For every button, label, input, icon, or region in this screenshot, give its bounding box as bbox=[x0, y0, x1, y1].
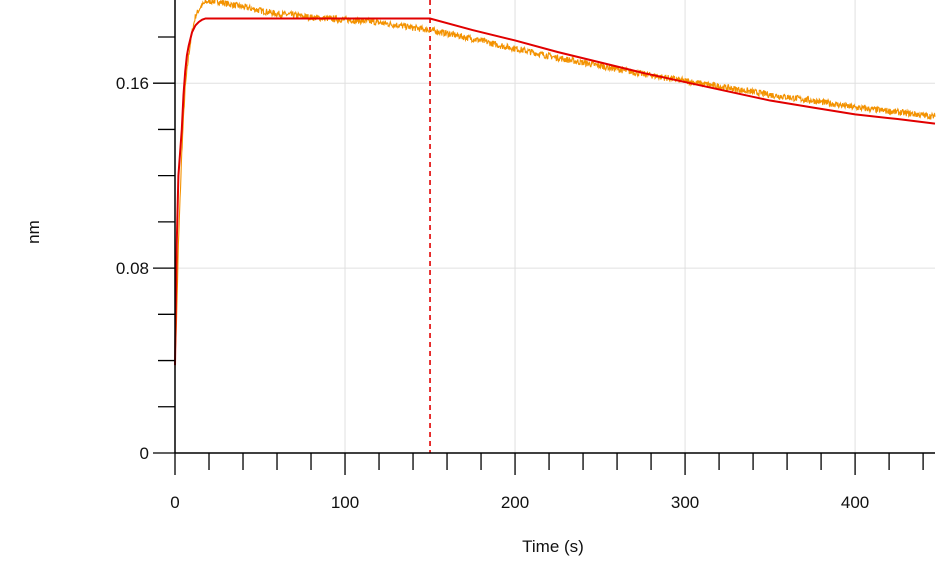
x-tick-label: 200 bbox=[501, 493, 529, 512]
x-tick-label: 400 bbox=[841, 493, 869, 512]
x-tick-label: 0 bbox=[170, 493, 179, 512]
y-axis-title: nm bbox=[24, 220, 43, 244]
series-lines bbox=[174, 0, 936, 369]
x-axis-title: Time (s) bbox=[522, 537, 584, 556]
tick-labels: 0 100 200 300 400 0 0.08 0.16 bbox=[116, 74, 869, 512]
y-tick-label: 0.08 bbox=[116, 259, 149, 278]
y-tick-label: 0 bbox=[140, 444, 149, 463]
y-tick-label: 0.16 bbox=[116, 74, 149, 93]
grid bbox=[175, 0, 935, 453]
x-tick-label: 300 bbox=[671, 493, 699, 512]
x-tick-label: 100 bbox=[331, 493, 359, 512]
measured-data-line bbox=[174, 0, 936, 369]
fit-curve-line bbox=[174, 17, 936, 366]
axes bbox=[153, 0, 935, 475]
